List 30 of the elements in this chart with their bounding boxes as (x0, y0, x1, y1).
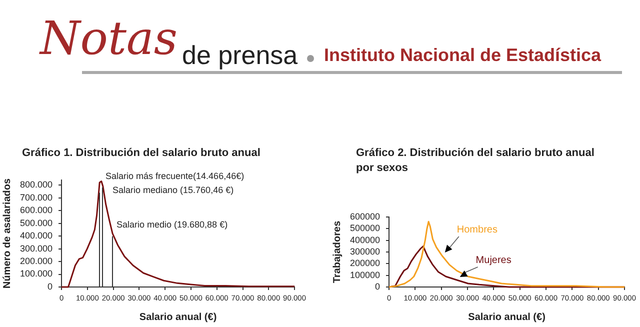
x-axis-title: Salario anual (€) (468, 312, 546, 323)
chart-title: Gráfico 2. Distribución del salario bruto anual por sexos (356, 146, 596, 176)
text: Notas (40, 10, 178, 67)
y-tick-label: 300000 (350, 246, 380, 256)
y-tick-label: 500.000 (20, 218, 53, 228)
x-axis-title: Salario anual (€) (139, 312, 217, 323)
y-tick-label: 0 (48, 281, 53, 292)
text: de prensa (182, 40, 298, 70)
y-axis-title: Trabajadores (332, 220, 343, 284)
ref-line-label: Salario mediano (15.760,46 €) (112, 184, 234, 195)
chart-title: Gráfico 1. Distribución del salario bruto anual (22, 146, 262, 161)
y-tick-label: 700.000 (20, 192, 53, 202)
text: Hombres (456, 224, 498, 236)
y-tick-label: 100000 (350, 270, 380, 280)
y-tick-label: 400.000 (20, 230, 53, 241)
y-tick-label: 600000 (350, 211, 380, 222)
y-tick-label: 600.000 (20, 205, 53, 216)
y-tick-label: 500000 (350, 223, 380, 234)
y-tick-label: 200000 (350, 258, 380, 268)
y-axis-title: Número de asalariados (2, 178, 13, 289)
y-tick-label: 100.000 (20, 268, 53, 279)
text: Instituto Nacional de Estadística (324, 44, 602, 66)
series-label: Mujeres (476, 254, 512, 266)
y-tick-label: 200.000 (20, 256, 53, 266)
y-tick-label: 0 (375, 281, 380, 292)
y-tick-label: 800.000 (20, 180, 53, 190)
ref-line-label: Salario más frecuente(14.466,46€) (106, 170, 244, 181)
y-tick-label: 300.000 (20, 243, 53, 254)
y-tick-label: 400000 (350, 234, 380, 245)
ref-line-label: Salario medio (19.680,88 €) (116, 219, 228, 230)
